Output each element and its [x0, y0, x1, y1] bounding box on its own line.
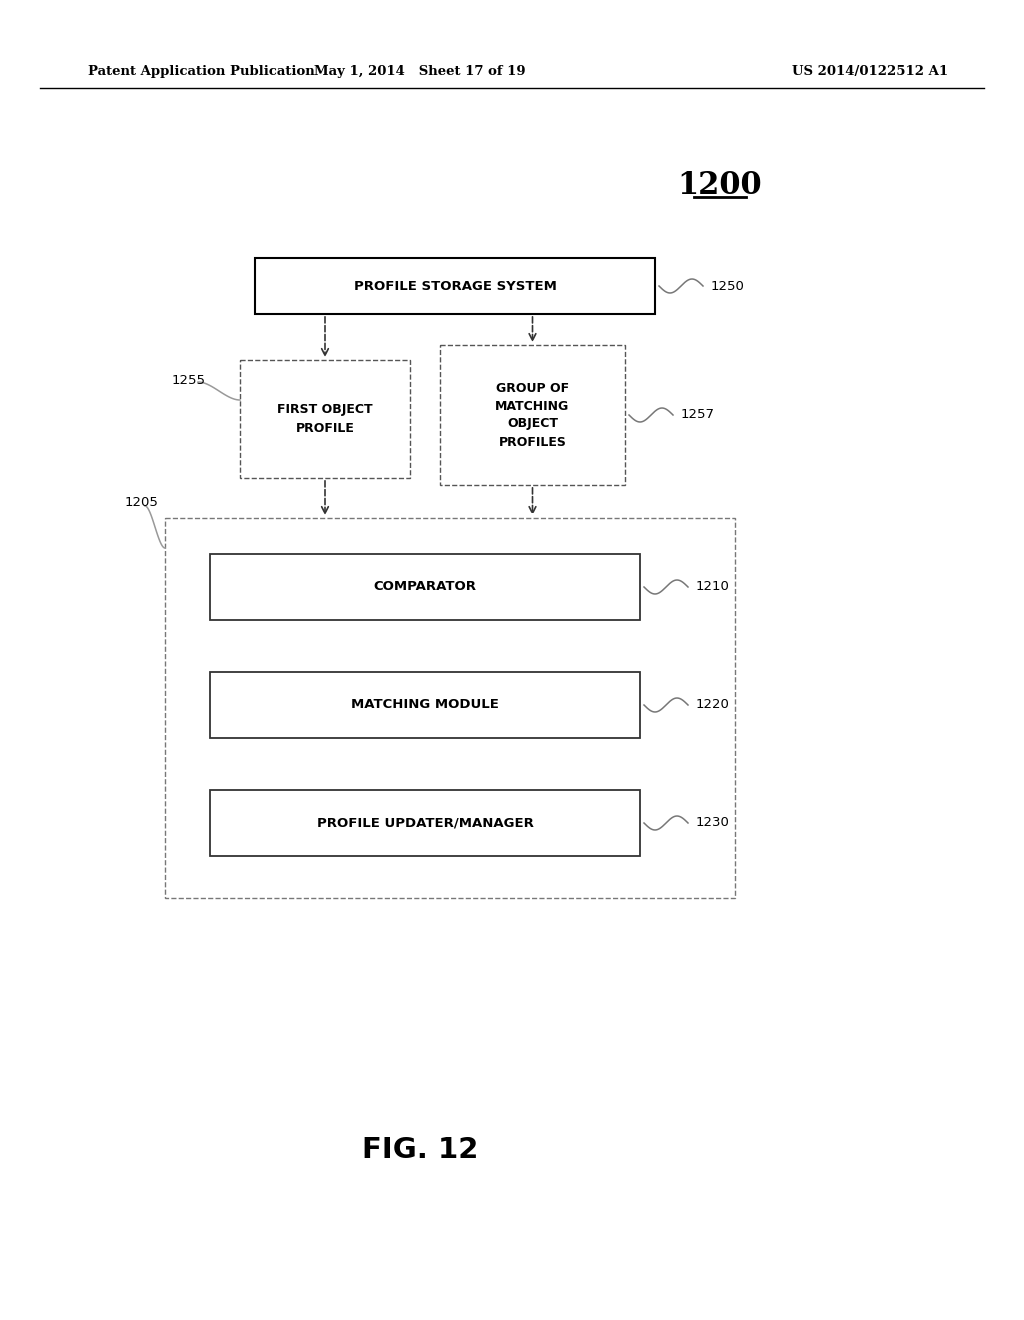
Text: US 2014/0122512 A1: US 2014/0122512 A1: [792, 66, 948, 78]
Text: 1250: 1250: [711, 280, 744, 293]
Bar: [440, 345, 625, 484]
Text: 1200: 1200: [678, 169, 762, 201]
Text: 1230: 1230: [696, 817, 730, 829]
Text: PROFILE STORAGE SYSTEM: PROFILE STORAGE SYSTEM: [353, 280, 556, 293]
Text: May 1, 2014   Sheet 17 of 19: May 1, 2014 Sheet 17 of 19: [314, 66, 525, 78]
Bar: [240, 360, 410, 478]
Bar: [255, 257, 655, 314]
Text: 1205: 1205: [125, 496, 159, 510]
Text: FIG. 12: FIG. 12: [361, 1137, 478, 1164]
Text: 1257: 1257: [681, 408, 715, 421]
Text: 1220: 1220: [696, 698, 730, 711]
Text: 1210: 1210: [696, 581, 730, 594]
Text: FIRST OBJECT
PROFILE: FIRST OBJECT PROFILE: [278, 404, 373, 434]
Text: GROUP OF
MATCHING
OBJECT
PROFILES: GROUP OF MATCHING OBJECT PROFILES: [496, 381, 569, 449]
Bar: [210, 789, 640, 855]
Text: PROFILE UPDATER/MANAGER: PROFILE UPDATER/MANAGER: [316, 817, 534, 829]
Bar: [210, 554, 640, 620]
Text: Patent Application Publication: Patent Application Publication: [88, 66, 314, 78]
Text: MATCHING MODULE: MATCHING MODULE: [351, 698, 499, 711]
Text: 1255: 1255: [172, 374, 206, 387]
Bar: [210, 672, 640, 738]
Bar: [165, 517, 735, 898]
Text: COMPARATOR: COMPARATOR: [374, 581, 476, 594]
